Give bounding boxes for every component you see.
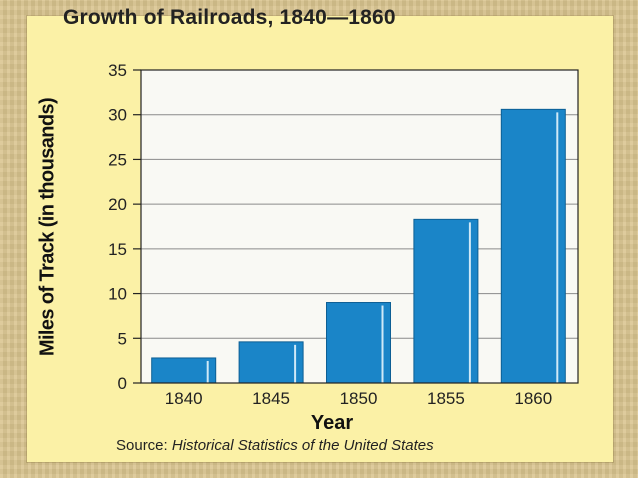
x-tick-label: 1850	[340, 389, 378, 408]
y-tick-label: 10	[108, 285, 127, 304]
x-tick-label: 1845	[252, 389, 290, 408]
y-tick-label: 35	[108, 61, 127, 80]
bar-1855	[413, 218, 479, 384]
plot-border	[140, 69, 579, 384]
source-title: Historical Statistics of the United Stat…	[171, 437, 434, 454]
bar-1840	[151, 357, 217, 384]
bar-1845	[238, 341, 304, 384]
bar-1860	[500, 108, 566, 384]
x-tick-label: 1855	[427, 389, 465, 408]
y-tick-label: 25	[108, 150, 127, 169]
y-tick-label: 5	[118, 329, 127, 348]
bar-1850	[326, 302, 391, 384]
x-tick-label: 1860	[514, 389, 552, 408]
x-axis-label: Year	[310, 412, 354, 434]
y-tick-label: 20	[108, 195, 127, 214]
y-tick-label: 0	[118, 374, 127, 393]
y-tick-label: 30	[108, 106, 127, 125]
source-note: Source: Historical Statistics of the Uni…	[116, 437, 434, 454]
source-prefix: Source:	[116, 437, 172, 454]
x-tick-label: 1840	[165, 389, 203, 408]
y-tick-label: 15	[108, 240, 127, 259]
chart-title: Growth of Railroads, 1840—1860	[63, 6, 396, 29]
